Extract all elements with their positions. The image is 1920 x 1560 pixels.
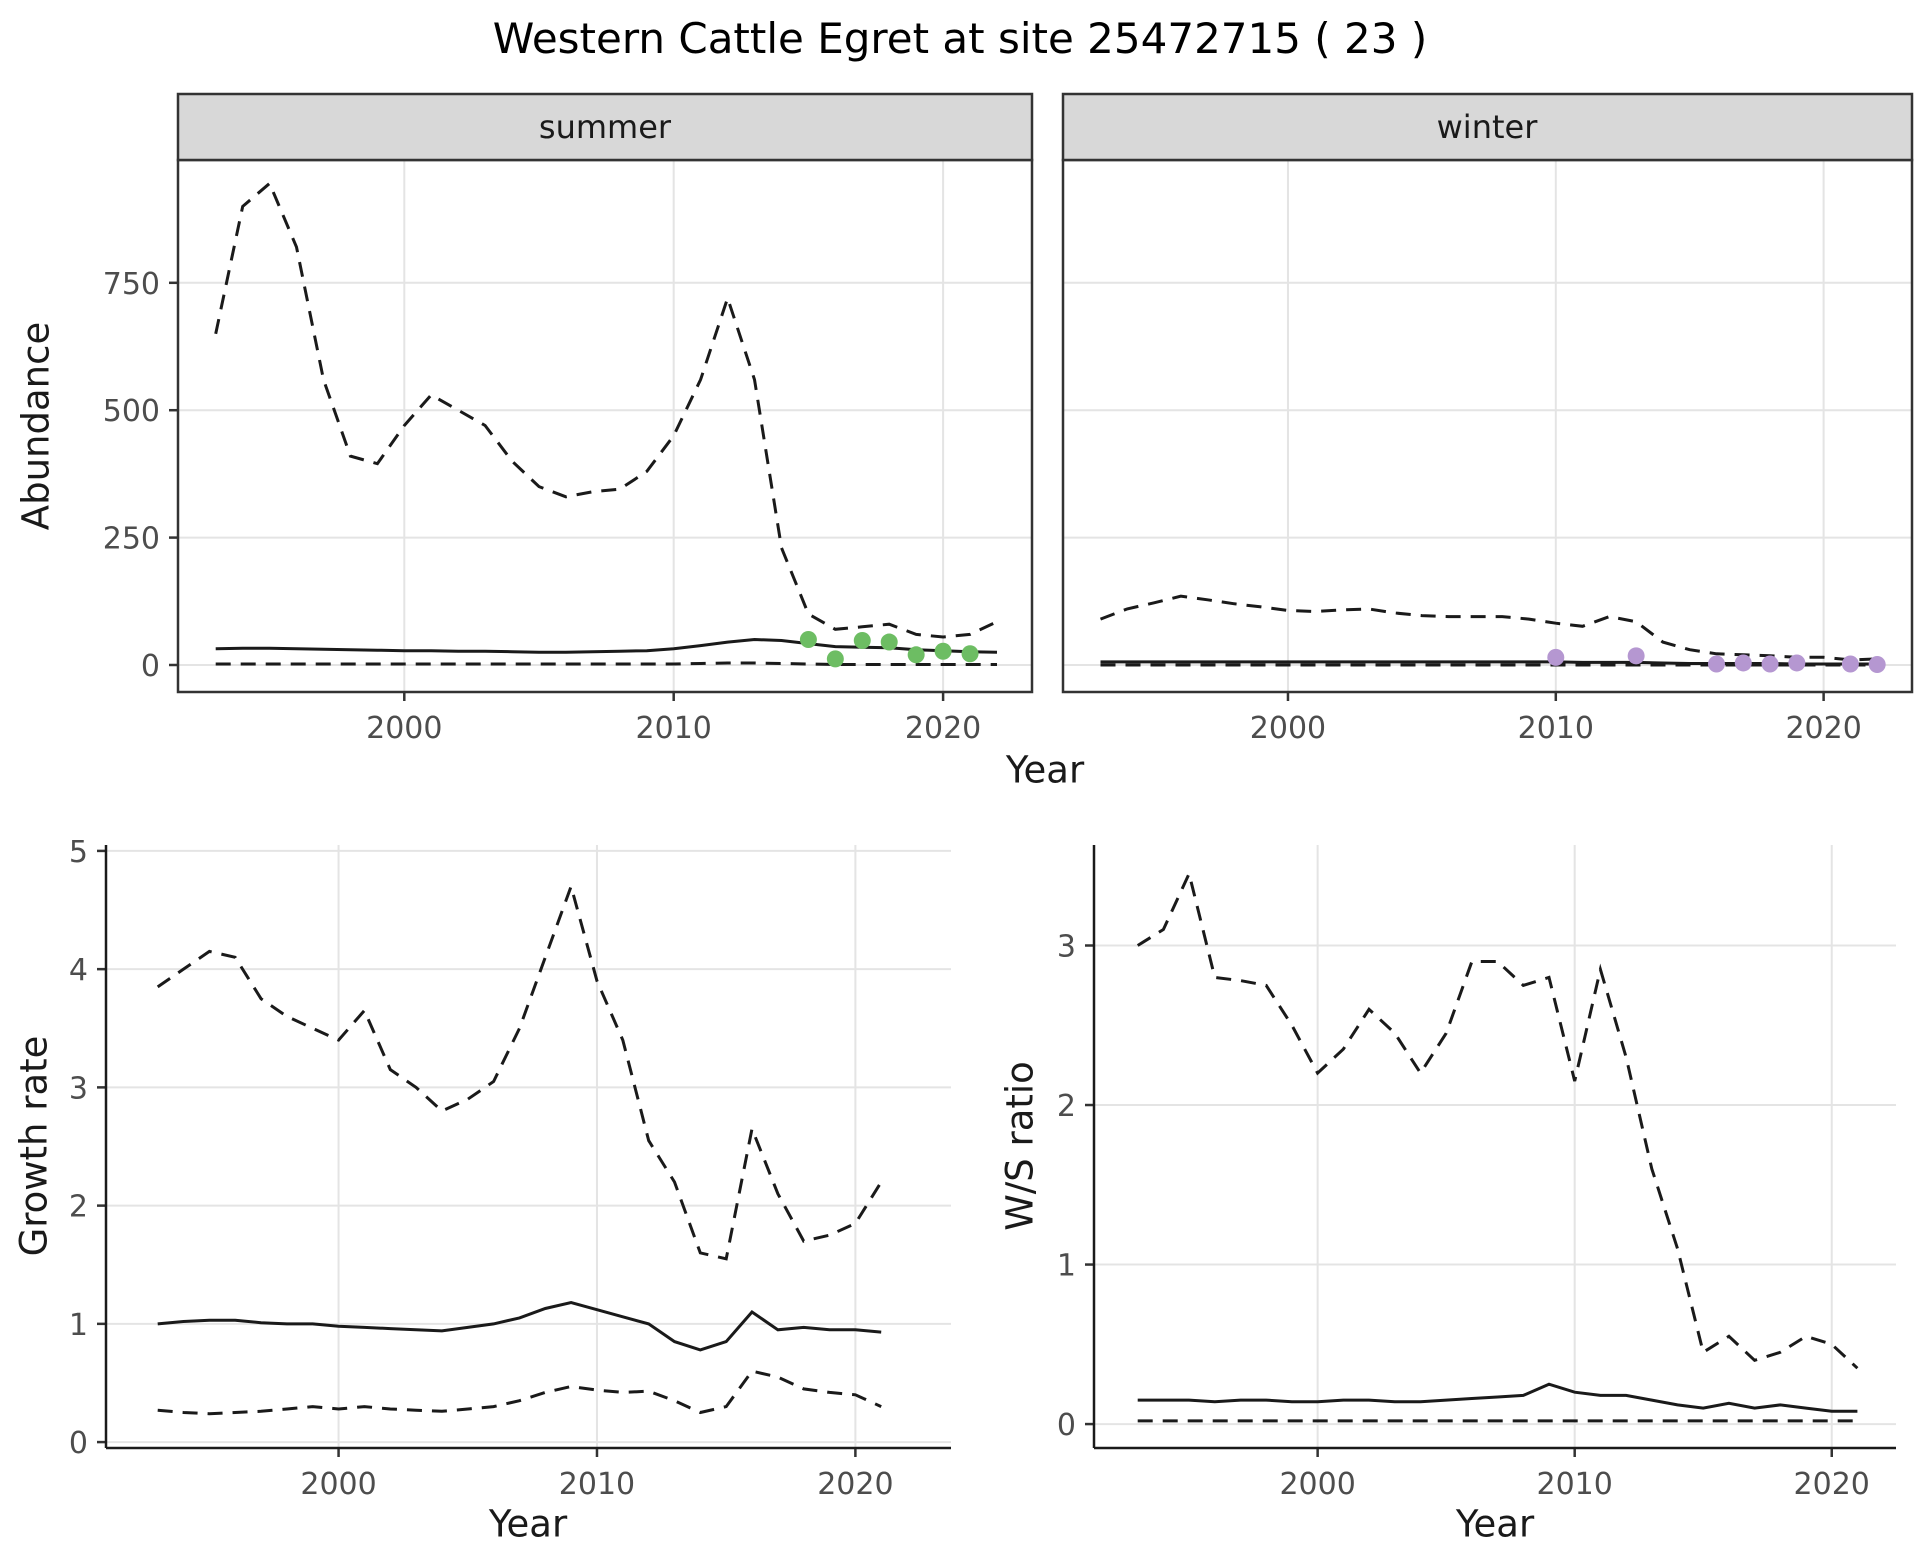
ws-ratio-background: [1094, 845, 1896, 1448]
abundance-summer-observed-point: [826, 650, 844, 668]
abundance-winter-facet-strip: [1061, 92, 1914, 162]
y-tick-label: 1: [69, 1308, 88, 1343]
facet-label-summer: summer: [538, 108, 672, 146]
x-tick-label: 2010: [1518, 711, 1594, 746]
y-tick-label: 3: [1057, 930, 1076, 965]
x-tick-label: 2010: [636, 711, 712, 746]
x-tick-label: 2020: [905, 711, 981, 746]
ws-ratio-median-line: [1137, 1382, 1858, 1413]
abundance-winter-observed-point: [1547, 648, 1565, 666]
x-tick-label: 2010: [559, 1467, 635, 1502]
abundance-axis-title: Abundance: [14, 321, 58, 531]
y-tick-label: 1: [1057, 1249, 1076, 1284]
x-tick-label: 2000: [366, 711, 442, 746]
ws-ratio-upper-ci-line: [1136, 869, 1859, 1370]
y-tick-label: 2: [69, 1190, 88, 1225]
abundance-winter-observed-point: [1734, 654, 1752, 672]
x-tick-label: 2020: [1785, 711, 1861, 746]
x-tick-label: 2010: [1537, 1467, 1613, 1502]
abundance-summer-observed-point: [934, 642, 952, 660]
abundance-winter-observed-point: [1788, 654, 1806, 672]
x-tick-label: 2020: [1794, 1467, 1870, 1502]
growth-rate-background: [106, 845, 951, 1448]
growth-rate-median-line: [157, 1301, 882, 1352]
y-tick-label: 0: [141, 649, 160, 684]
abundance-summer-observed-point: [880, 633, 898, 651]
x-tick-label: 2000: [1250, 711, 1326, 746]
abundance-winter-observed-point: [1841, 655, 1859, 673]
abundance-winter-panel: 2000 2010 2020: [1061, 92, 1914, 746]
y-tick-label: 750: [103, 267, 160, 302]
growth-rate-upper-ci-line: [156, 881, 883, 1261]
abundance-winter-background: [1063, 160, 1912, 692]
abundance-winter-observed-point: [1868, 655, 1886, 673]
abundance-winter-observed-point: [1627, 647, 1645, 665]
abundance-summer-observed-point: [853, 632, 871, 650]
abundance-summer-observed-point: [907, 646, 925, 664]
x-tick-label: 2020: [817, 1467, 893, 1502]
x-tick-label: 2000: [1279, 1467, 1355, 1502]
abundance-summer-upper-ci-line: [214, 180, 998, 639]
y-tick-label: 3: [69, 1071, 88, 1106]
abundance-winter-upper-ci-line: [1099, 594, 1878, 662]
y-tick-label: 2: [1057, 1089, 1076, 1124]
y-tick-label: 0: [69, 1426, 88, 1461]
growth-rate-axis-title: Growth rate: [12, 1035, 56, 1257]
ws-ratio-axis-title: W/S ratio: [998, 1061, 1042, 1231]
abundance-summer-panel: 2000 2010 2020 0 250 500 750: [103, 92, 1034, 746]
ws-ratio-panel: 2000 2010 2020 0 1 2 3: [1057, 845, 1896, 1502]
year-axis-title-bottom-right: Year: [1455, 1502, 1535, 1546]
growth-rate-lower-ci-line: [157, 1369, 882, 1416]
y-tick-label: 250: [103, 522, 160, 557]
abundance-summer-observed-point: [799, 631, 817, 649]
x-tick-label: 2000: [300, 1467, 376, 1502]
abundance-summer-facet-strip: [176, 92, 1034, 162]
y-tick-label: 4: [69, 953, 88, 988]
y-tick-label: 0: [1057, 1408, 1076, 1443]
chart-title: Western Cattle Egret at site 25472715 ( …: [492, 14, 1428, 63]
y-tick-label: 5: [69, 835, 88, 870]
abundance-summer-observed-point: [961, 645, 979, 663]
growth-rate-panel: 2000 2010 2020 0 1 2 3 4 5: [69, 835, 951, 1502]
y-tick-label: 500: [103, 394, 160, 429]
abundance-winter-observed-point: [1761, 655, 1779, 673]
abundance-summer-lower-ci-line: [215, 661, 997, 666]
abundance-winter-observed-point: [1707, 655, 1725, 673]
year-axis-title-bottom-left: Year: [488, 1502, 568, 1546]
abundance-summer-background: [178, 160, 1032, 692]
year-axis-title-top: Year: [1005, 748, 1085, 792]
facet-label-winter: winter: [1436, 108, 1538, 146]
